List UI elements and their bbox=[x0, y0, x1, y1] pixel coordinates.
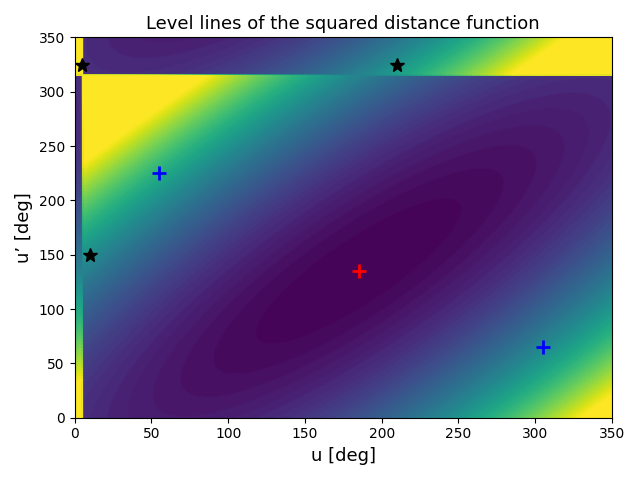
X-axis label: u [deg]: u [deg] bbox=[311, 447, 376, 465]
Title: Level lines of the squared distance function: Level lines of the squared distance func… bbox=[147, 15, 540, 33]
Y-axis label: u’ [deg]: u’ [deg] bbox=[15, 192, 33, 263]
